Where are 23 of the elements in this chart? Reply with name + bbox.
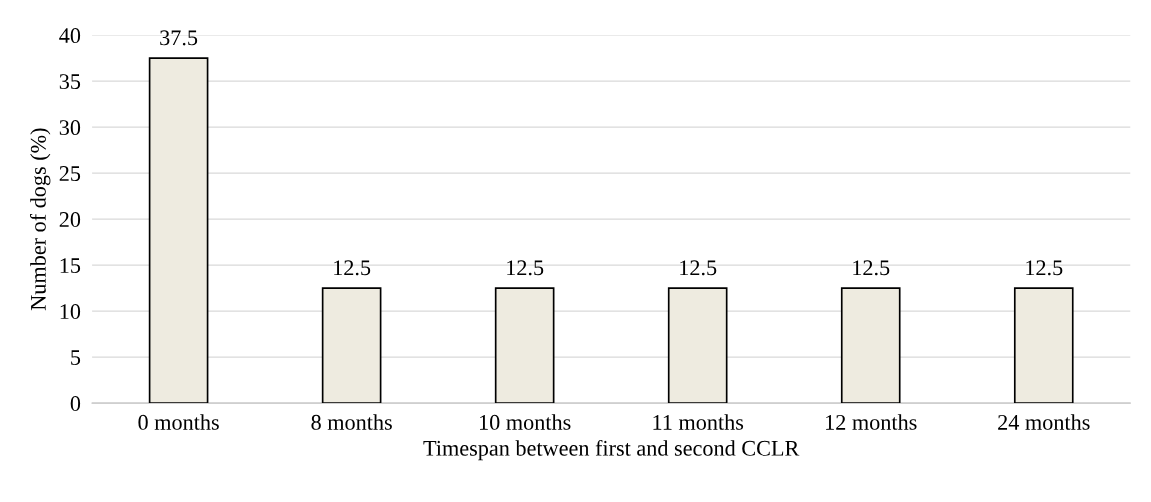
x-tick-label: 24 months	[998, 414, 1090, 430]
data-label: 12.5	[334, 260, 371, 276]
data-label: 12.5	[853, 260, 890, 276]
y-tick-label: 20	[59, 212, 81, 228]
data-label: 12.5	[507, 260, 544, 276]
y-tick-label: 40	[59, 28, 81, 44]
x-axis-title: Timespan between first and second CCLR	[423, 439, 800, 461]
data-label: 12.5	[680, 260, 717, 276]
x-tick-label: 8 months	[311, 414, 392, 430]
y-tick-label: 0	[70, 396, 81, 412]
y-tick-label: 15	[60, 258, 81, 274]
x-tick-label: 12 months	[826, 414, 917, 430]
y-tick-label: 5	[71, 350, 81, 366]
y-tick-label: 30	[59, 120, 81, 136]
x-tick-label: 11 months	[653, 414, 744, 430]
data-label: 12.5	[1026, 260, 1063, 276]
x-tick-label: 0 months	[138, 414, 219, 430]
y-tick-label: 25	[59, 166, 81, 182]
y-tick-label: 35	[59, 74, 81, 90]
x-tick-label: 10 months	[480, 414, 571, 430]
data-label: 37.5	[160, 30, 198, 46]
y-tick-label: 10	[60, 304, 81, 320]
y-axis-title: Number of dogs (%)	[29, 128, 51, 311]
